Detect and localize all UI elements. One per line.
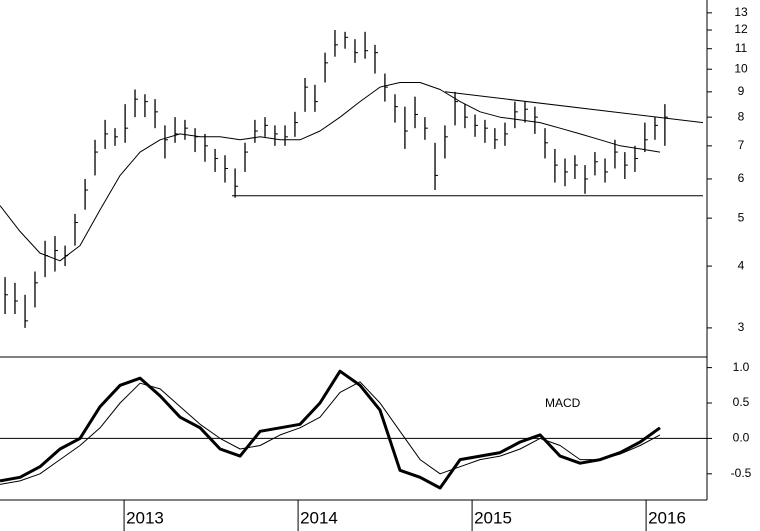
- y-tick-label: 11: [735, 41, 748, 55]
- overlay-line: [445, 91, 704, 124]
- x-tick-label: 2014: [300, 508, 338, 527]
- y-tick-label: 7: [738, 138, 745, 152]
- macd-line: [0, 369, 661, 490]
- y-tick-label: 6: [738, 171, 745, 185]
- macd-line: [0, 381, 661, 485]
- y-tick-label: -0.5: [731, 466, 752, 480]
- annotation: MACD: [545, 396, 581, 410]
- x-tick-label: 2015: [474, 508, 512, 527]
- y-tick-label: 3: [738, 320, 745, 334]
- y-tick-label: 12: [734, 22, 748, 36]
- y-tick-label: 10: [734, 61, 748, 75]
- overlay-line: [0, 82, 661, 262]
- y-tick-label: 0.0: [733, 431, 750, 445]
- y-tick-label: 13: [734, 5, 748, 19]
- y-tick-label: 4: [738, 258, 745, 272]
- x-tick-label: 2013: [126, 508, 164, 527]
- y-tick-label: 0.5: [733, 395, 750, 409]
- y-tick-label: 5: [738, 210, 745, 224]
- x-tick-label: 2016: [648, 508, 686, 527]
- y-tick-label: 8: [738, 109, 745, 123]
- y-tick-label: 1.0: [733, 360, 750, 374]
- y-tick-label: 9: [738, 84, 745, 98]
